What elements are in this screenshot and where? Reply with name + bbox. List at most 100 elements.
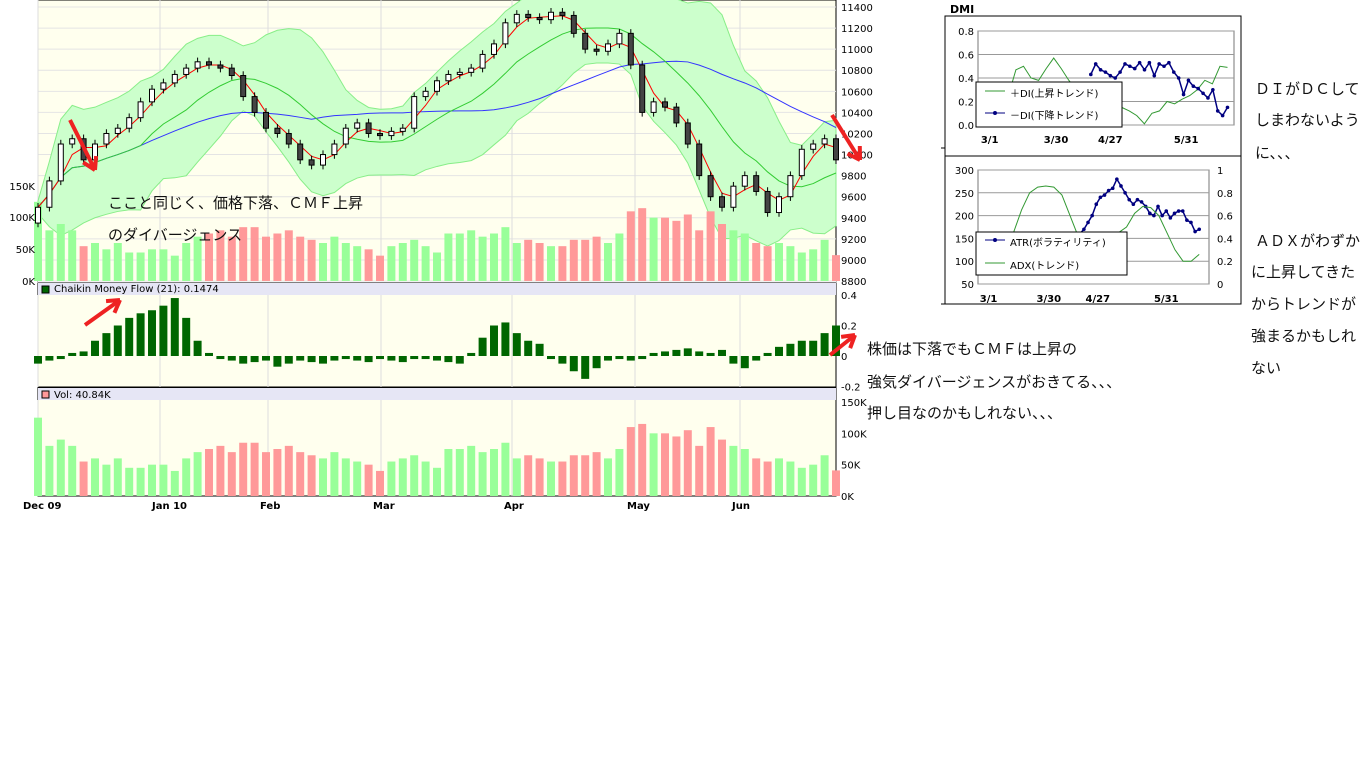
mini-series-marker [1167,60,1171,65]
cmf-bar [626,356,635,361]
candle-body [810,143,817,150]
candle-body [354,122,361,129]
candle-body [559,11,566,16]
cmf-bar [649,352,658,356]
cmf-bar [296,356,305,361]
volume-bar [638,423,647,496]
mini-series-marker [1225,105,1230,110]
volume-overlay-bar [341,243,350,281]
volume-bar [615,449,624,496]
mini-series-marker [1197,227,1202,232]
price-tick-label: 10800 [841,66,873,77]
volume-overlay-bar [729,230,738,281]
annotation-middle-1: 株価は下落でもＣＭＦは上昇の [867,340,1078,358]
volume-overlay-bar [45,230,54,281]
mini-tick2-label: 0 [1217,280,1223,291]
volume-bar [524,455,533,496]
volume-bar [592,452,601,496]
mini-series-marker [1152,213,1156,218]
mini-series-marker [1142,67,1147,72]
candle-body [149,88,155,103]
mini-series-marker [1191,84,1196,89]
candle-body [502,22,509,45]
mini-x-label: 5/31 [1154,294,1179,305]
candle-body [35,206,41,224]
mini-tick2-label: 0.8 [1217,189,1233,200]
volume-bar [672,436,681,496]
cmf-bar [478,337,487,356]
volume-axis-label: 100K [9,213,35,224]
volume-bar [398,458,407,496]
candle-body [536,17,543,21]
mini-series-marker [1162,64,1166,69]
x-tick-label: Apr [504,501,524,512]
volume-bar [205,449,213,496]
volume-bar [341,458,350,496]
candle-body [377,132,383,137]
cmf-bar [615,356,624,360]
volume-overlay-bar [535,243,544,281]
volume-overlay-bar [79,246,88,281]
cmf-bar [524,340,533,356]
mini-tick-label: 50 [961,280,974,291]
candle-body [513,13,520,24]
candle-body [171,73,178,84]
candle-body [194,61,201,69]
candle-body [479,53,486,69]
volume-overlay-bar [34,201,42,281]
mini-series-marker [1106,188,1111,193]
mini-series-marker [1168,216,1173,220]
cmf-bar [740,356,749,369]
candle-body [821,138,828,145]
mini-series-marker [1110,186,1115,191]
volume-overlay-bar [763,246,772,281]
cmf-bar [820,333,829,356]
mini-series-marker [1185,218,1189,222]
volume-bar [490,449,498,496]
mini-series-marker [1152,73,1157,78]
candle-body [627,32,634,66]
x-tick-label: May [627,501,650,512]
mini-tick2-label: 1 [1217,166,1223,177]
mini-tick-label: 250 [955,189,974,200]
volume-overlay-bar [661,217,669,281]
volume-overlay-bar [148,249,156,281]
cmf-bar [433,356,441,361]
volume-bar [364,464,373,496]
volume-bar [330,452,339,496]
mini-series-marker [1180,209,1185,213]
volume-bar [421,461,430,496]
volume-bar [410,455,419,496]
candle-body [673,106,680,124]
mini-series-marker [1189,220,1193,225]
candle-body [69,138,76,145]
volume-bar [455,449,464,496]
cmf-bar [661,351,669,356]
volume-bar [68,445,77,496]
volume-bar [683,430,692,496]
cmf-header [38,283,836,295]
mini-series-marker [1147,60,1152,65]
mini-x-label: 3/1 [980,294,998,305]
candle-body [320,154,326,166]
candle-body [228,67,235,77]
volume-title: Vol: 40.84K [54,390,111,401]
volume-bar [786,461,795,496]
volume-overlay-bar [490,233,498,281]
annotation-right-8: ない [1251,359,1282,377]
mini-series-marker [1157,62,1161,66]
mini-series-marker [1135,197,1140,202]
volume-overlay-bar [740,233,749,281]
dmi-legend [975,81,1123,128]
mini-tick2-label: 0.4 [1217,234,1233,245]
cmf-bar [672,349,681,356]
volume-bar [797,467,806,496]
atr-legend [975,231,1128,276]
cmf-title: Chaikin Money Flow (21): 0.1474 [54,284,219,295]
volume-overlay-bar [284,230,293,281]
volume-bar [695,445,704,496]
volume-overlay-bar [193,236,202,281]
cmf-bar [535,343,544,356]
cmf-bar [410,356,419,360]
cmf-bar [387,356,396,361]
